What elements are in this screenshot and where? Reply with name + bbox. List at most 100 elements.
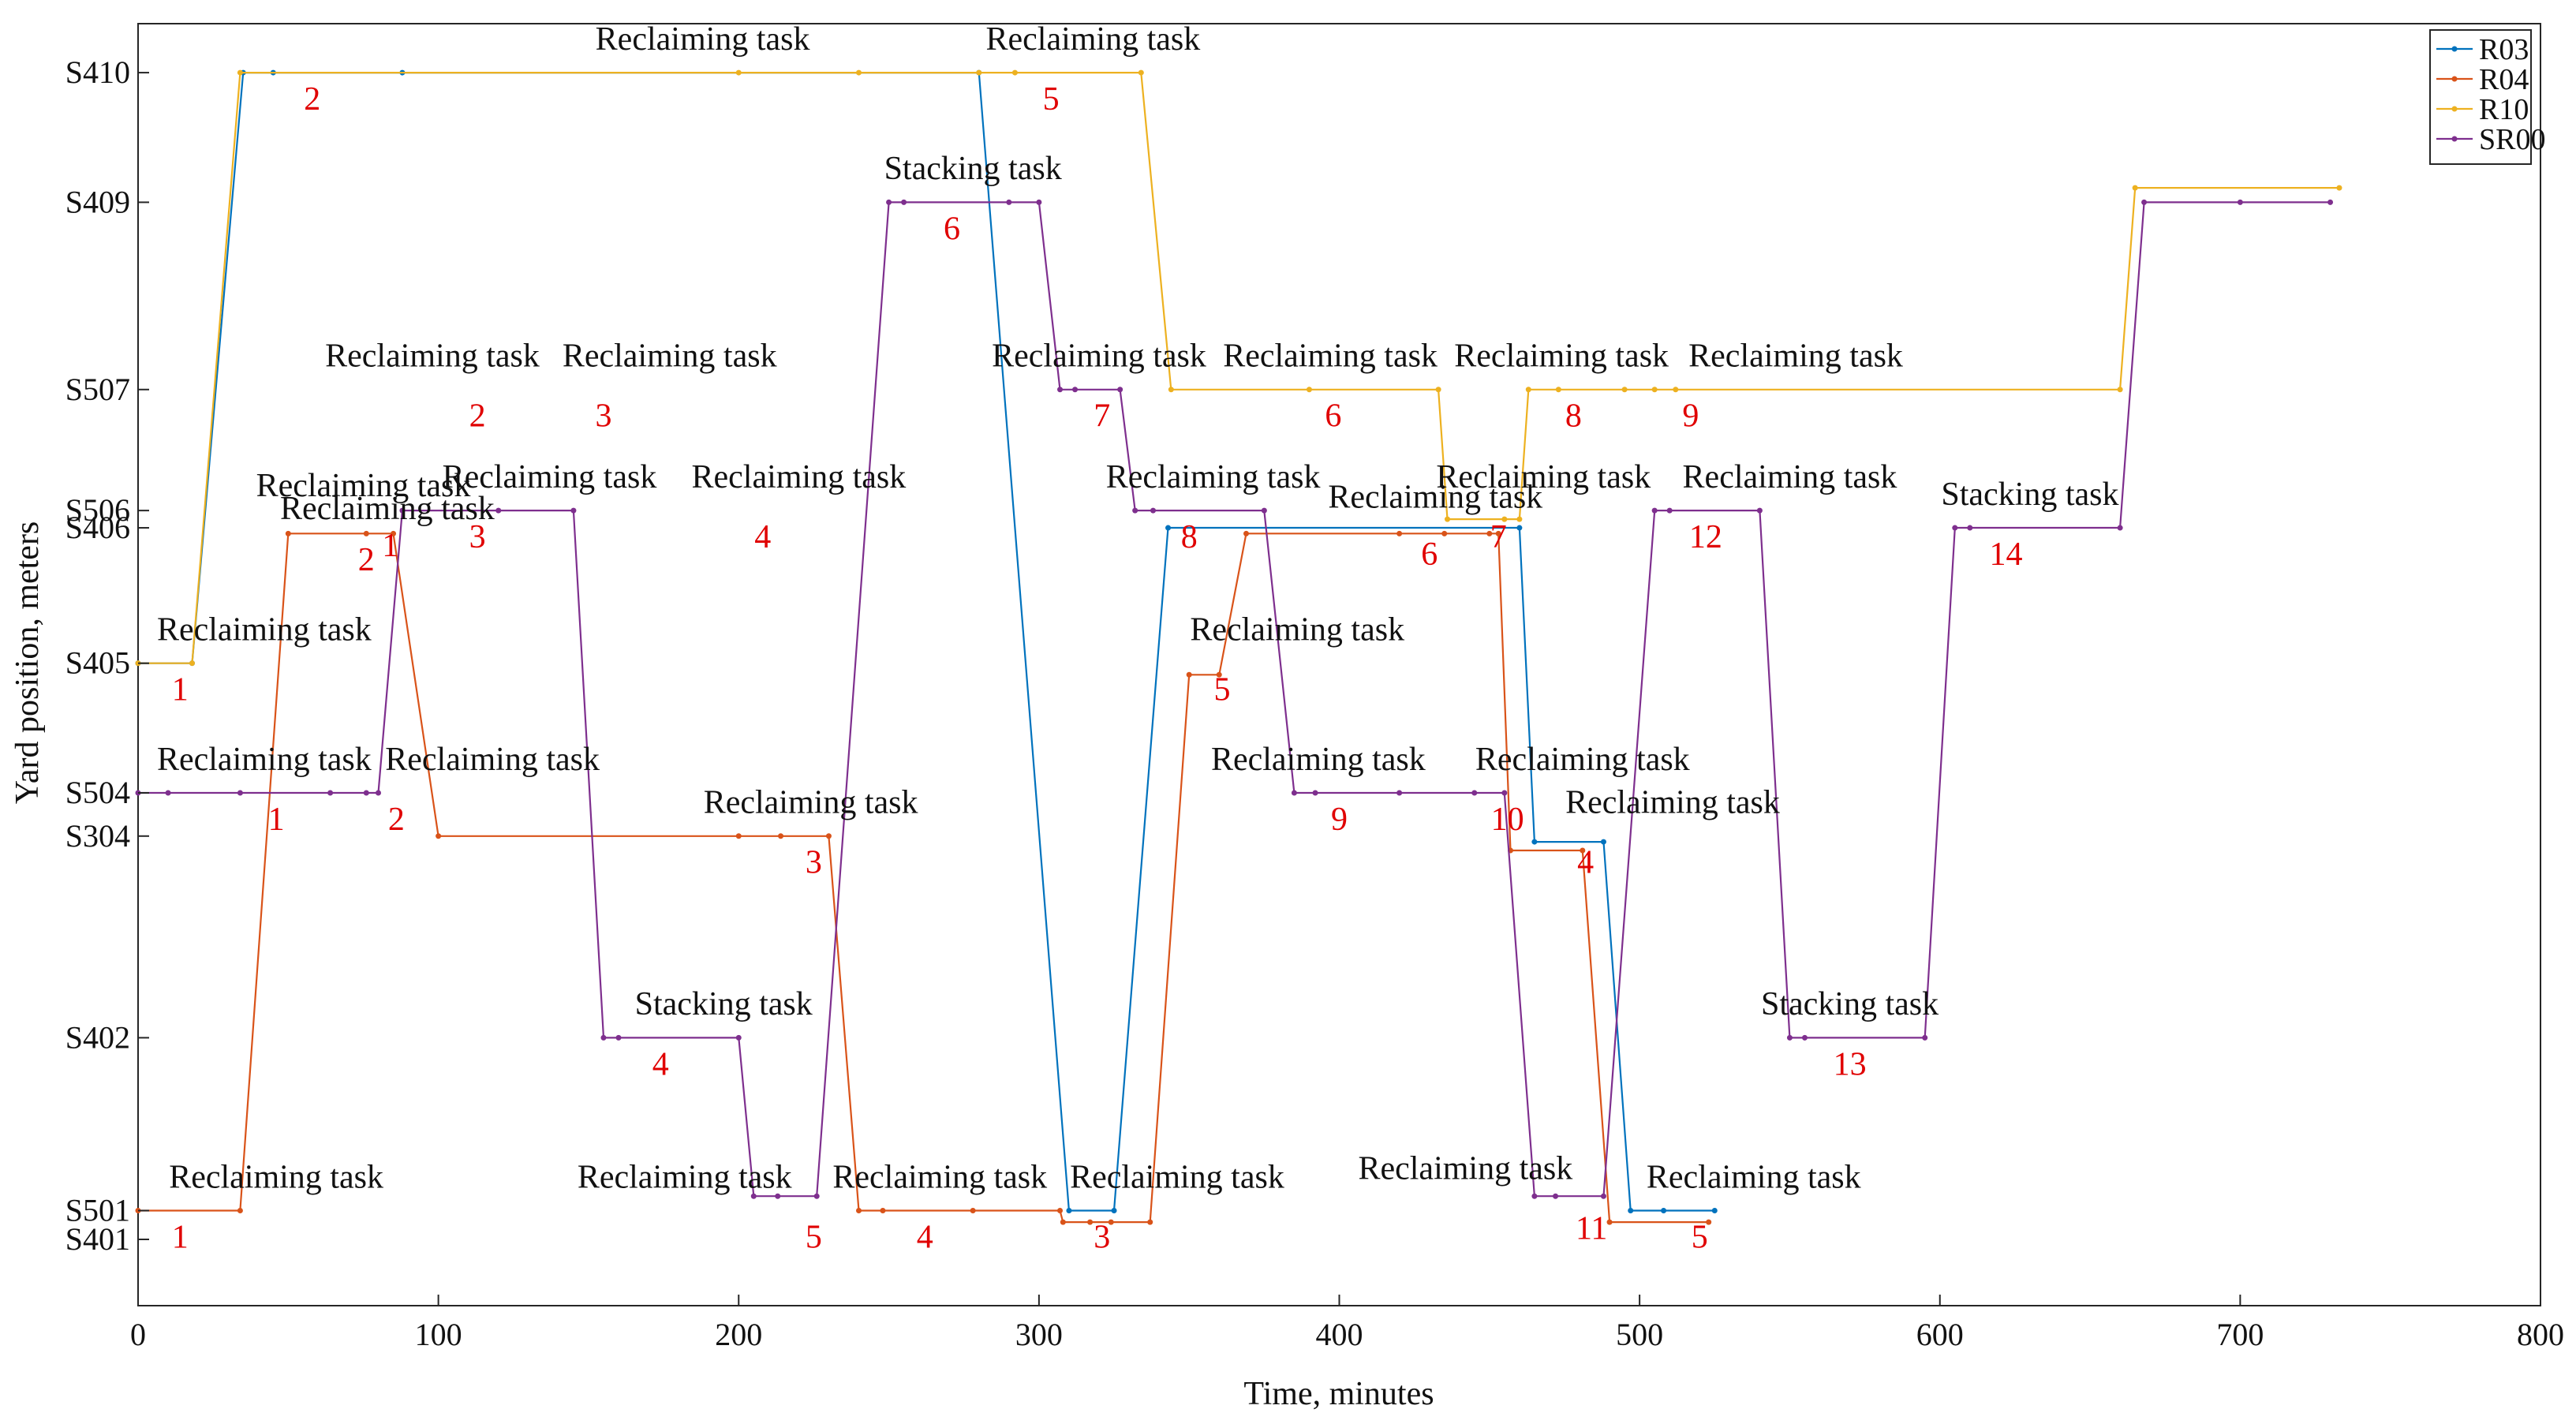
data-point-sr00 — [1261, 507, 1267, 514]
task-label: Reclaiming task — [157, 611, 372, 648]
x-tick-label: 400 — [1316, 1317, 1363, 1352]
data-point-r10 — [1525, 387, 1531, 393]
data-point-sr00 — [327, 790, 334, 796]
task-number: 1 — [172, 1219, 189, 1255]
data-point-sr00 — [237, 790, 243, 796]
legend-marker-r03 — [2451, 46, 2458, 52]
task-number: 8 — [1181, 519, 1198, 555]
task-label: Reclaiming task — [992, 338, 1206, 375]
data-point-sr00 — [1117, 387, 1123, 393]
task-label: Reclaiming task — [985, 21, 1200, 58]
data-point-r04 — [1441, 530, 1448, 536]
y-tick-label: S402 — [65, 1019, 130, 1055]
data-point-sr00 — [1471, 790, 1478, 796]
task-label: Stacking task — [635, 986, 813, 1022]
data-point-sr00 — [2117, 525, 2123, 531]
data-point-sr00 — [1786, 1034, 1793, 1041]
task-number: 3 — [595, 398, 611, 435]
y-tick-label: S507 — [65, 372, 130, 407]
data-point-sr00 — [901, 199, 907, 205]
data-point-r04 — [1396, 530, 1403, 536]
data-point-r04 — [1108, 1219, 1114, 1225]
task-label: Reclaiming task — [1223, 338, 1438, 375]
data-point-sr00 — [813, 1193, 820, 1199]
data-point-sr00 — [1291, 790, 1297, 796]
task-number: 2 — [304, 81, 320, 118]
data-point-sr00 — [1651, 507, 1658, 514]
data-point-sr00 — [1072, 387, 1079, 393]
task-number: 1 — [268, 802, 285, 838]
data-point-sr00 — [886, 199, 892, 205]
task-number: 12 — [1689, 519, 1722, 555]
task-label: Reclaiming task — [1190, 611, 1404, 648]
data-point-sr00 — [2327, 199, 2334, 205]
y-tick-label: S406 — [65, 510, 130, 545]
data-point-r04 — [1580, 847, 1586, 854]
task-number: 7 — [1094, 398, 1110, 435]
legend-label-r04: R04 — [2479, 63, 2529, 96]
data-point-r03 — [1066, 1207, 1072, 1213]
data-point-r04 — [391, 530, 397, 536]
task-number: 11 — [1576, 1210, 1607, 1246]
task-number: 5 — [1043, 81, 1060, 118]
data-point-r04 — [1606, 1219, 1613, 1225]
legend-label-sr00: SR00 — [2479, 123, 2545, 156]
data-point-r04 — [436, 833, 442, 839]
task-label: Reclaiming task — [1436, 459, 1651, 495]
task-label: Stacking task — [884, 151, 1062, 187]
data-point-r04 — [1147, 1219, 1153, 1225]
task-number: 1 — [172, 672, 189, 708]
task-label: Reclaiming task — [325, 338, 540, 375]
data-point-sr00 — [1531, 1193, 1538, 1199]
data-point-r10 — [1501, 516, 1508, 522]
data-point-sr00 — [1922, 1034, 1928, 1041]
task-label: Reclaiming task — [1688, 338, 1903, 375]
x-axis-title: Time, minutes — [1243, 1376, 1434, 1412]
task-number: 3 — [469, 519, 486, 555]
plot-area — [137, 23, 2541, 1306]
data-point-r03 — [1711, 1207, 1718, 1213]
data-point-sr00 — [1312, 790, 1318, 796]
task-number: 4 — [1577, 845, 1594, 881]
task-label: Reclaiming task — [443, 459, 657, 495]
data-point-sr00 — [600, 1034, 607, 1041]
task-label: Reclaiming task — [169, 1159, 383, 1195]
task-number: 5 — [1214, 672, 1231, 708]
task-number: 7 — [1490, 519, 1507, 555]
data-point-sr00 — [735, 1034, 742, 1041]
data-point-r03 — [1661, 1207, 1667, 1213]
task-number: 9 — [1682, 398, 1699, 435]
data-point-r10 — [735, 69, 742, 76]
task-label: Reclaiming task — [578, 1159, 792, 1195]
legend-marker-sr00 — [2451, 136, 2458, 142]
data-point-r04 — [1087, 1219, 1094, 1225]
series-layer — [135, 69, 2342, 1225]
data-point-sr00 — [1952, 525, 1958, 531]
data-point-r10 — [1516, 516, 1523, 522]
data-point-r03 — [1531, 839, 1538, 845]
data-point-sr00 — [750, 1193, 757, 1199]
data-point-sr00 — [165, 790, 171, 796]
task-label: Reclaiming task — [704, 785, 918, 821]
data-point-r04 — [285, 530, 291, 536]
data-point-r10 — [856, 69, 862, 76]
data-point-r10 — [1138, 69, 1144, 76]
x-tick-label: 200 — [715, 1317, 762, 1352]
data-point-r10 — [1445, 516, 1451, 522]
data-point-r04 — [1486, 530, 1493, 536]
data-point-sr00 — [1006, 199, 1012, 205]
y-tick-label: S501 — [65, 1192, 130, 1228]
task-number: 6 — [944, 211, 960, 247]
task-number: 5 — [806, 1219, 822, 1255]
task-label: Reclaiming task — [256, 468, 471, 504]
series-line-r10 — [138, 71, 2339, 664]
y-tick-label: S504 — [65, 775, 130, 810]
data-point-sr00 — [775, 1193, 781, 1199]
task-number: 5 — [1692, 1219, 1708, 1255]
task-label: Reclaiming task — [1106, 459, 1321, 495]
x-tick-label: 600 — [1916, 1317, 1964, 1352]
data-point-r10 — [2336, 185, 2342, 191]
data-point-sr00 — [495, 507, 502, 514]
data-point-sr00 — [1132, 507, 1138, 514]
